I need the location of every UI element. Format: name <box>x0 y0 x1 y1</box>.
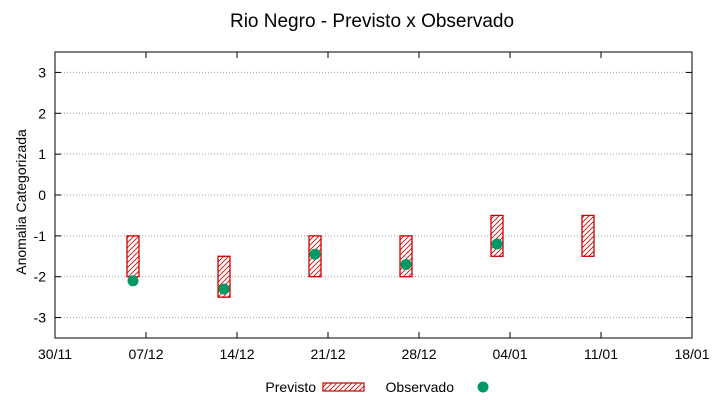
y-tick-label: 0 <box>38 187 46 203</box>
y-tick-label: 2 <box>38 105 46 121</box>
observed-points <box>127 238 503 295</box>
chart-title: Rio Negro - Previsto x Observado <box>230 11 514 32</box>
forecast-range-bar <box>490 214 504 257</box>
x-tick-label: 21/12 <box>310 346 345 362</box>
x-tick-label: 14/12 <box>219 346 254 362</box>
forecast-bars <box>126 214 595 298</box>
plot-frame <box>54 51 693 339</box>
x-tick-label: 28/12 <box>401 346 436 362</box>
observed-point <box>491 238 503 250</box>
y-axis-label: Anomalia Categorizada <box>13 129 29 275</box>
y-tick-label: -2 <box>34 269 47 285</box>
forecast-range-bar <box>399 235 413 278</box>
observed-point <box>127 275 139 287</box>
x-tick-label: 07/12 <box>128 346 163 362</box>
legend-label-observado: Observado <box>386 379 455 395</box>
y-axis-ticks: 3 2 1 0 -1 -2 -3 <box>34 64 692 326</box>
x-tick-label: 18/01 <box>674 346 709 362</box>
observed-point <box>400 258 412 270</box>
y-tick-label: 3 <box>38 64 46 80</box>
legend-marker-observado <box>477 381 489 393</box>
x-tick-label: 04/01 <box>492 346 527 362</box>
observed-point <box>309 248 321 260</box>
y-tick-label: -1 <box>34 228 47 244</box>
legend-label-previsto: Previsto <box>265 379 316 395</box>
x-tick-label: 11/01 <box>584 346 618 362</box>
y-tick-label: -3 <box>34 310 47 326</box>
x-tick-label: 30/11 <box>38 346 72 362</box>
grid <box>55 71 692 319</box>
forecast-range-bar <box>581 214 595 257</box>
observed-point <box>218 283 230 295</box>
x-axis-ticks: 30/11 07/12 14/12 21/12 28/12 04/01 11/01 18/01 <box>38 52 710 362</box>
y-tick-label: 1 <box>38 146 46 162</box>
legend-swatch-previsto <box>322 382 365 392</box>
legend: Previsto Observado <box>265 379 489 395</box>
forecast-range-bar <box>126 235 140 278</box>
